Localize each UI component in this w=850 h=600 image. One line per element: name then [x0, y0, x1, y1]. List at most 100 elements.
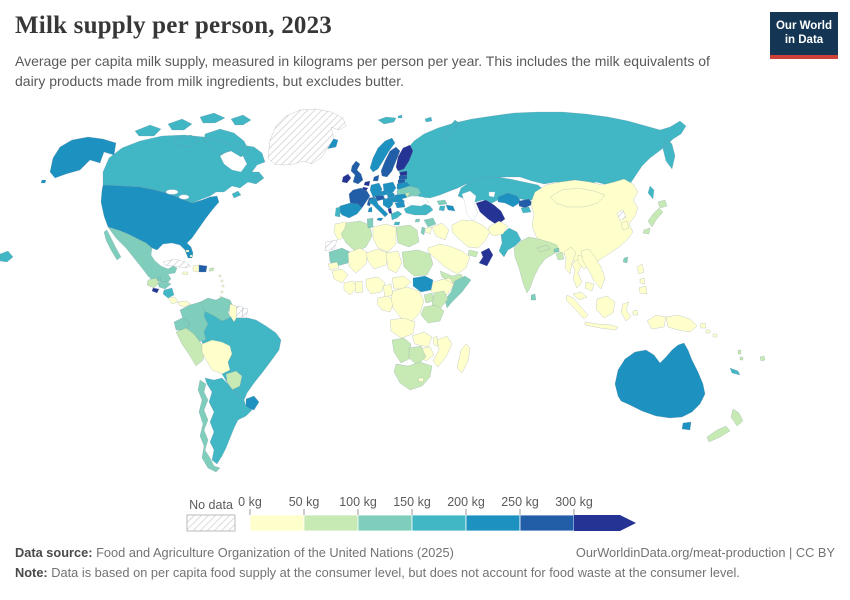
- country-cyprus[interactable]: [414, 218, 421, 223]
- country-myanmar[interactable]: [563, 246, 577, 275]
- country-ghana[interactable]: [354, 280, 364, 294]
- country-portugal[interactable]: [334, 206, 341, 218]
- country-haiti[interactable]: [192, 264, 200, 273]
- country-norway[interactable]: [369, 137, 396, 173]
- country-new-caledonia[interactable]: [729, 367, 741, 376]
- country-south-sudan[interactable]: [412, 275, 434, 293]
- country-sudan[interactable]: [401, 249, 434, 277]
- country-jamaica[interactable]: [181, 271, 189, 276]
- country-mali[interactable]: [347, 247, 369, 274]
- country-south-korea[interactable]: [620, 220, 630, 231]
- country-egypt[interactable]: [395, 224, 420, 248]
- country-paraguay[interactable]: [225, 370, 243, 391]
- country-uae[interactable]: [467, 249, 479, 258]
- country-tunisia[interactable]: [366, 217, 374, 229]
- legend-bin-6[interactable]: [574, 515, 636, 531]
- country-vietnam[interactable]: [580, 248, 606, 290]
- country-libya[interactable]: [372, 223, 397, 253]
- country-namibia[interactable]: [391, 337, 412, 364]
- country-mozambique[interactable]: [432, 335, 453, 368]
- country-nigeria[interactable]: [365, 276, 386, 295]
- country-greenland[interactable]: [267, 108, 347, 166]
- country-ethiopia[interactable]: [430, 278, 455, 297]
- legend-bin-5[interactable]: [519, 514, 575, 532]
- country-drc[interactable]: [390, 286, 425, 322]
- country-guyana[interactable]: [228, 303, 239, 323]
- country-kenya[interactable]: [431, 290, 449, 310]
- owid-logo[interactable]: Our World in Data: [770, 12, 838, 59]
- country-bulgaria[interactable]: [394, 201, 406, 209]
- country-iraq[interactable]: [431, 222, 450, 241]
- country-botswana[interactable]: [408, 345, 427, 366]
- country-svalbard[interactable]: [377, 114, 403, 125]
- country-japan[interactable]: [642, 199, 668, 235]
- country-cuba[interactable]: [162, 258, 192, 269]
- country-tajikistan[interactable]: [520, 206, 532, 214]
- country-madagascar[interactable]: [456, 343, 471, 374]
- legend-bin-2[interactable]: [357, 514, 413, 532]
- country-panama[interactable]: [177, 300, 192, 308]
- country-indonesia[interactable]: [565, 294, 667, 331]
- country-tanzania[interactable]: [420, 304, 445, 324]
- country-el-salvador[interactable]: [151, 287, 160, 294]
- country-united-kingdom[interactable]: [350, 160, 364, 185]
- country-dominican-republic[interactable]: [198, 264, 208, 273]
- country-spain[interactable]: [337, 202, 363, 219]
- country-finland[interactable]: [395, 144, 414, 172]
- country-costa-rica[interactable]: [167, 296, 179, 305]
- country-guinea[interactable]: [331, 268, 349, 284]
- country-georgia[interactable]: [436, 199, 448, 206]
- country-sweden[interactable]: [380, 146, 401, 178]
- country-azerbaijan[interactable]: [445, 204, 456, 212]
- country-iran[interactable]: [451, 219, 491, 249]
- country-fiji[interactable]: [759, 355, 766, 362]
- country-vanuatu[interactable]: [737, 349, 744, 361]
- country-nicaragua[interactable]: [162, 287, 175, 299]
- country-guatemala[interactable]: [146, 277, 160, 289]
- country-netherlands[interactable]: [363, 180, 371, 187]
- country-russia[interactable]: [0, 111, 687, 263]
- country-south-africa[interactable]: [393, 361, 433, 391]
- country-jordan[interactable]: [424, 226, 433, 235]
- legend-bin-0[interactable]: [249, 514, 305, 532]
- country-india[interactable]: [513, 236, 560, 294]
- country-belize[interactable]: [157, 276, 162, 283]
- country-bhutan[interactable]: [553, 247, 560, 253]
- country-honduras[interactable]: [157, 280, 172, 290]
- country-ireland[interactable]: [341, 173, 352, 184]
- country-somalia[interactable]: [444, 275, 472, 309]
- country-mongolia[interactable]: [549, 187, 606, 208]
- country-taiwan[interactable]: [622, 256, 629, 264]
- country-chad[interactable]: [385, 250, 403, 274]
- country-western-balkans[interactable]: [382, 197, 394, 210]
- country-oman[interactable]: [478, 247, 494, 267]
- country-greece[interactable]: [390, 210, 403, 226]
- country-turkmenistan[interactable]: [475, 199, 506, 226]
- country-chile[interactable]: [197, 379, 221, 473]
- country-latvia[interactable]: [398, 174, 408, 181]
- country-algeria[interactable]: [340, 220, 373, 253]
- country-new-zealand[interactable]: [706, 408, 744, 443]
- country-armenia[interactable]: [438, 205, 446, 212]
- country-lesotho[interactable]: [417, 377, 425, 383]
- country-angola[interactable]: [389, 317, 416, 339]
- world-choropleth-map[interactable]: [0, 95, 850, 485]
- country-ivory-coast[interactable]: [343, 280, 358, 296]
- country-french-guiana[interactable]: [241, 307, 249, 319]
- country-congo-gabon[interactable]: [376, 295, 395, 313]
- country-saudi-arabia[interactable]: [427, 243, 471, 275]
- country-philippines[interactable]: [636, 263, 648, 295]
- country-solomon-islands[interactable]: [705, 329, 718, 338]
- country-malaysia[interactable]: [572, 291, 588, 301]
- country-papua-new-guinea[interactable]: [665, 314, 707, 333]
- country-pakistan[interactable]: [498, 227, 522, 258]
- country-central-african-republic[interactable]: [391, 275, 412, 290]
- country-north-korea[interactable]: [616, 209, 627, 222]
- country-niger[interactable]: [365, 248, 389, 270]
- country-western-sahara[interactable]: [324, 239, 338, 252]
- country-bahamas[interactable]: [185, 249, 193, 258]
- country-nepal[interactable]: [536, 244, 551, 253]
- map-legend[interactable]: No data 0 kg 50 kg 100 kg 150 kg 200 kg 250 kg…: [0, 487, 850, 542]
- country-israel[interactable]: [420, 226, 426, 236]
- country-bolivia[interactable]: [201, 339, 233, 375]
